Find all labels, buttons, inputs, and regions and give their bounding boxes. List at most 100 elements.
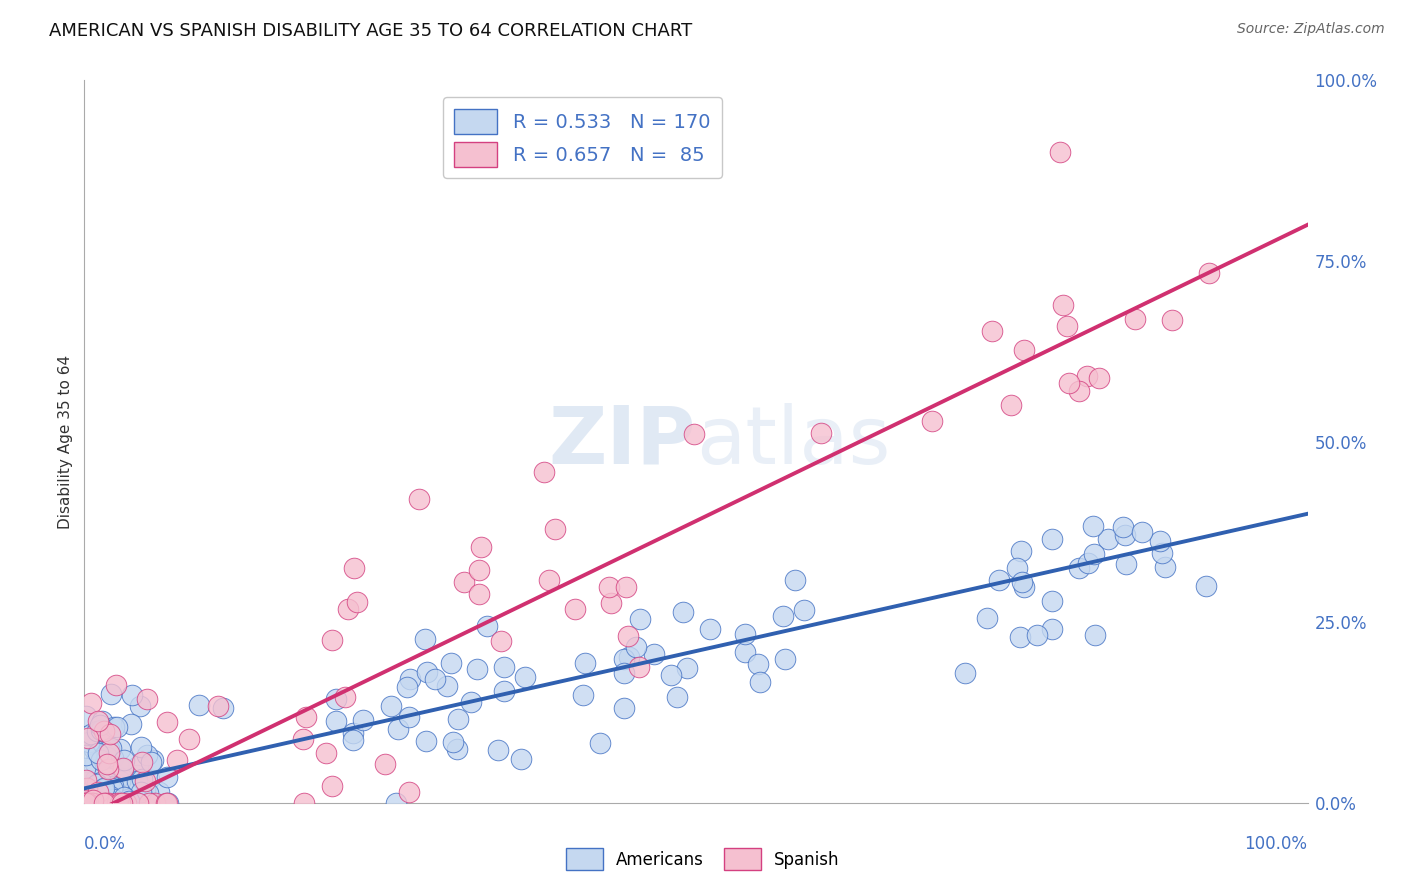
Point	[111, 771, 134, 785]
Point	[475, 619, 498, 633]
Point	[112, 753, 135, 767]
Point	[1083, 548, 1105, 562]
Point	[533, 465, 555, 479]
Point	[103, 796, 125, 810]
Point	[127, 796, 149, 810]
Point	[100, 789, 122, 803]
Point	[156, 770, 179, 784]
Point	[77, 796, 100, 810]
Point	[131, 755, 153, 769]
Point	[1114, 528, 1136, 542]
Point	[785, 574, 807, 588]
Point	[342, 726, 364, 740]
Point	[75, 772, 97, 787]
Point	[84, 775, 107, 789]
Point	[121, 780, 143, 794]
Point	[90, 723, 112, 738]
Point	[1069, 561, 1091, 575]
Point	[80, 697, 103, 711]
Point	[1052, 297, 1074, 311]
Point	[83, 796, 105, 810]
Point	[87, 714, 110, 729]
Point	[98, 776, 121, 790]
Point	[1005, 560, 1028, 574]
Point	[773, 652, 796, 666]
Point	[128, 699, 150, 714]
Point	[1112, 520, 1135, 534]
Point	[87, 747, 110, 761]
Point	[83, 741, 105, 756]
Point	[1040, 622, 1063, 636]
Point	[413, 632, 436, 647]
Point	[617, 629, 640, 643]
Point	[93, 724, 115, 739]
Point	[734, 645, 756, 659]
Point	[103, 792, 125, 806]
Point	[672, 605, 695, 619]
Point	[89, 796, 111, 810]
Point	[385, 796, 408, 810]
Point	[1000, 398, 1022, 412]
Point	[1153, 559, 1175, 574]
Point	[117, 792, 139, 806]
Point	[90, 796, 112, 810]
Point	[82, 796, 104, 810]
Point	[599, 596, 621, 610]
Point	[77, 796, 100, 810]
Point	[82, 796, 104, 810]
Text: ZIP: ZIP	[548, 402, 696, 481]
Point	[441, 735, 464, 749]
Point	[467, 563, 489, 577]
Point	[76, 796, 98, 810]
Point	[315, 747, 337, 761]
Point	[84, 790, 107, 805]
Point	[75, 774, 97, 789]
Point	[1161, 313, 1184, 327]
Point	[86, 796, 108, 810]
Point	[94, 796, 117, 810]
Point	[1084, 628, 1107, 642]
Point	[143, 796, 166, 810]
Point	[136, 692, 159, 706]
Point	[93, 796, 115, 810]
Point	[666, 690, 689, 704]
Point	[1042, 532, 1064, 546]
Point	[489, 634, 512, 648]
Point	[96, 750, 118, 764]
Point	[94, 757, 117, 772]
Point	[83, 756, 105, 770]
Point	[98, 796, 121, 810]
Point	[772, 609, 794, 624]
Point	[987, 574, 1010, 588]
Point	[97, 763, 120, 777]
Point	[624, 640, 647, 654]
Point	[734, 627, 756, 641]
Text: AMERICAN VS SPANISH DISABILITY AGE 35 TO 64 CORRELATION CHART: AMERICAN VS SPANISH DISABILITY AGE 35 TO…	[49, 22, 693, 40]
Point	[129, 785, 152, 799]
Point	[613, 701, 636, 715]
Point	[87, 785, 110, 799]
Point	[447, 712, 470, 726]
Point	[155, 796, 177, 810]
Point	[112, 796, 135, 810]
Point	[1097, 532, 1119, 546]
Point	[1150, 546, 1173, 560]
Point	[105, 720, 128, 734]
Point	[112, 790, 135, 805]
Point	[98, 726, 121, 740]
Point	[141, 755, 163, 769]
Point	[1077, 556, 1099, 570]
Point	[374, 756, 396, 771]
Point	[1057, 376, 1080, 390]
Point	[574, 656, 596, 670]
Point	[333, 690, 356, 705]
Point	[89, 795, 111, 809]
Point	[83, 796, 105, 810]
Point	[134, 783, 156, 797]
Point	[136, 747, 159, 762]
Point	[93, 796, 115, 810]
Point	[134, 774, 156, 789]
Point	[1076, 368, 1098, 383]
Point	[86, 777, 108, 791]
Point	[141, 796, 163, 810]
